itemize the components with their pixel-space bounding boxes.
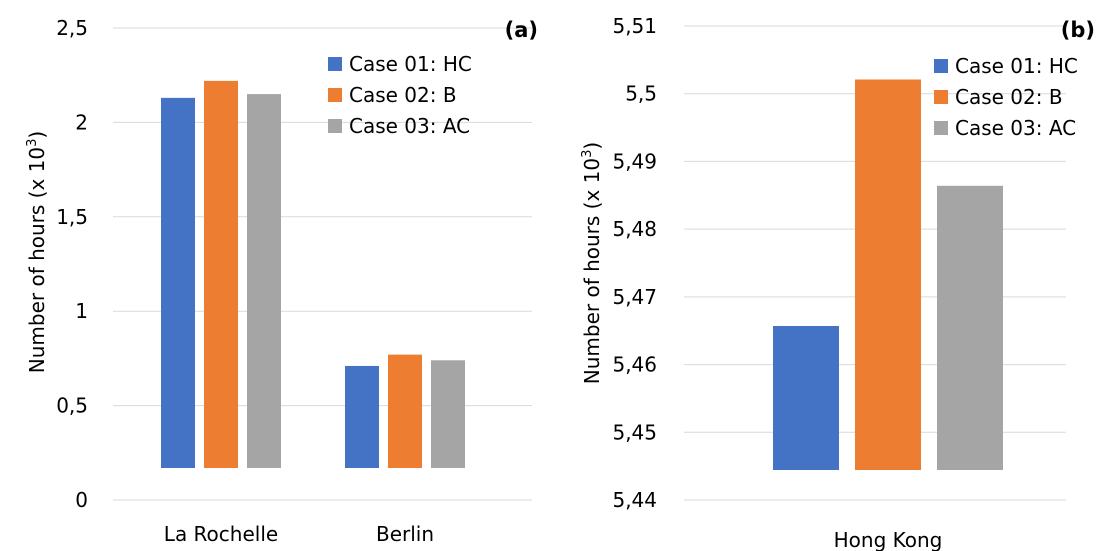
y-tick-label: 1 xyxy=(75,299,88,323)
bar-hong-kong-series-2 xyxy=(855,79,921,470)
y-axis-title: Number of hours (x 103) xyxy=(25,131,49,373)
y-axis-title: Number of hours (x 103) xyxy=(580,142,604,384)
legend-swatch xyxy=(934,121,948,135)
bar-la-rochelle-series-3 xyxy=(247,94,281,468)
y-tick-label: 2,5 xyxy=(56,16,88,40)
y-tick-label: 5,5 xyxy=(625,82,657,106)
y-tick-label: 5,49 xyxy=(612,149,657,173)
legend-label: Case 03: AC xyxy=(349,114,470,138)
y-tick-label: 1,5 xyxy=(56,205,88,229)
bars xyxy=(773,79,1003,470)
x-tick-label: La Rochelle xyxy=(164,522,278,546)
legend-swatch xyxy=(328,88,342,102)
legend-label: Case 03: AC xyxy=(955,116,1076,140)
legend-label: Case 01: HC xyxy=(349,52,472,76)
chart-panel-a: 0 0,5 1 1,5 2 2,5 La Rochelle Berlin Number of… xyxy=(25,16,538,546)
y-tick-label: 5,46 xyxy=(612,353,657,377)
y-tick-label: 0,5 xyxy=(56,394,88,418)
y-tick-label: 5,47 xyxy=(612,285,657,309)
bar-hong-kong-series-1 xyxy=(773,325,839,470)
panel-label-a: (a) xyxy=(505,18,538,42)
bar-berlin-series-1 xyxy=(345,365,379,468)
x-tick-labels: La Rochelle Berlin xyxy=(164,522,434,546)
y-tick-label: 5,48 xyxy=(612,217,657,241)
y-tick-labels: 0 0,5 1 1,5 2 2,5 xyxy=(56,16,88,512)
y-tick-labels: 5,44 5,45 5,46 5,47 5,48 5,49 5,5 5,51 xyxy=(612,14,657,512)
y-tick-label: 5,51 xyxy=(612,14,657,38)
y-tick-label: 2 xyxy=(75,110,88,134)
y-tick-label: 5,44 xyxy=(612,488,657,512)
legend-label: Case 02: B xyxy=(955,85,1063,109)
legend-label: Case 01: HC xyxy=(955,54,1078,78)
y-tick-label: 0 xyxy=(75,488,88,512)
bar-berlin-series-2 xyxy=(388,354,422,468)
x-tick-label: Hong Kong xyxy=(834,528,943,551)
x-tick-label: Berlin xyxy=(376,522,434,546)
bar-hong-kong-series-3 xyxy=(937,185,1003,470)
x-tick-labels: Hong Kong xyxy=(834,528,943,551)
legend-swatch xyxy=(934,59,948,73)
chart-panel-b: 5,44 5,45 5,46 5,47 5,48 5,49 5,5 5,51 Hong Kon… xyxy=(580,14,1095,551)
legend: Case 01: HC Case 02: B Case 03: AC xyxy=(328,52,472,138)
legend-swatch xyxy=(328,57,342,71)
bar-la-rochelle-series-1 xyxy=(161,97,195,468)
y-tick-label: 5,45 xyxy=(612,420,657,444)
legend-label: Case 02: B xyxy=(349,83,457,107)
bar-la-rochelle-series-2 xyxy=(204,80,238,468)
bar-berlin-series-3 xyxy=(431,360,465,468)
legend-swatch xyxy=(328,119,342,133)
legend: Case 01: HC Case 02: B Case 03: AC xyxy=(934,54,1078,140)
bars xyxy=(161,80,465,468)
panel-label-b: (b) xyxy=(1061,18,1095,42)
legend-swatch xyxy=(934,90,948,104)
